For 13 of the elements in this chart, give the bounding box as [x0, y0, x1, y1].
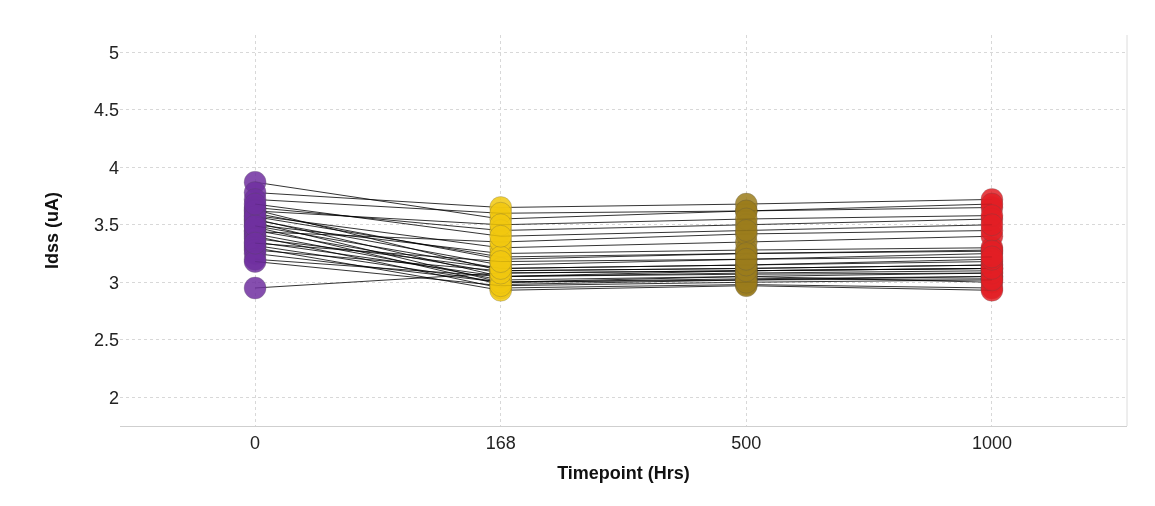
y-tick-label: 2 — [108, 387, 119, 408]
x-tick-label: 500 — [731, 432, 762, 453]
x-tick-label: 1000 — [971, 432, 1012, 453]
y-tick-label: 4.5 — [93, 100, 119, 121]
y-tick-label: 3 — [108, 272, 119, 293]
x-tick-label: 168 — [485, 432, 516, 453]
y-tick-label: 2.5 — [93, 330, 119, 351]
y-axis-title: Idss (uA) — [42, 191, 63, 270]
x-tick-label: 0 — [250, 432, 261, 453]
y-tick-label: 5 — [108, 42, 119, 63]
y-tick-label: 3.5 — [93, 215, 119, 236]
x-axis-title: Timepoint (Hrs) — [557, 462, 690, 483]
y-tick-label: 4 — [108, 157, 119, 178]
